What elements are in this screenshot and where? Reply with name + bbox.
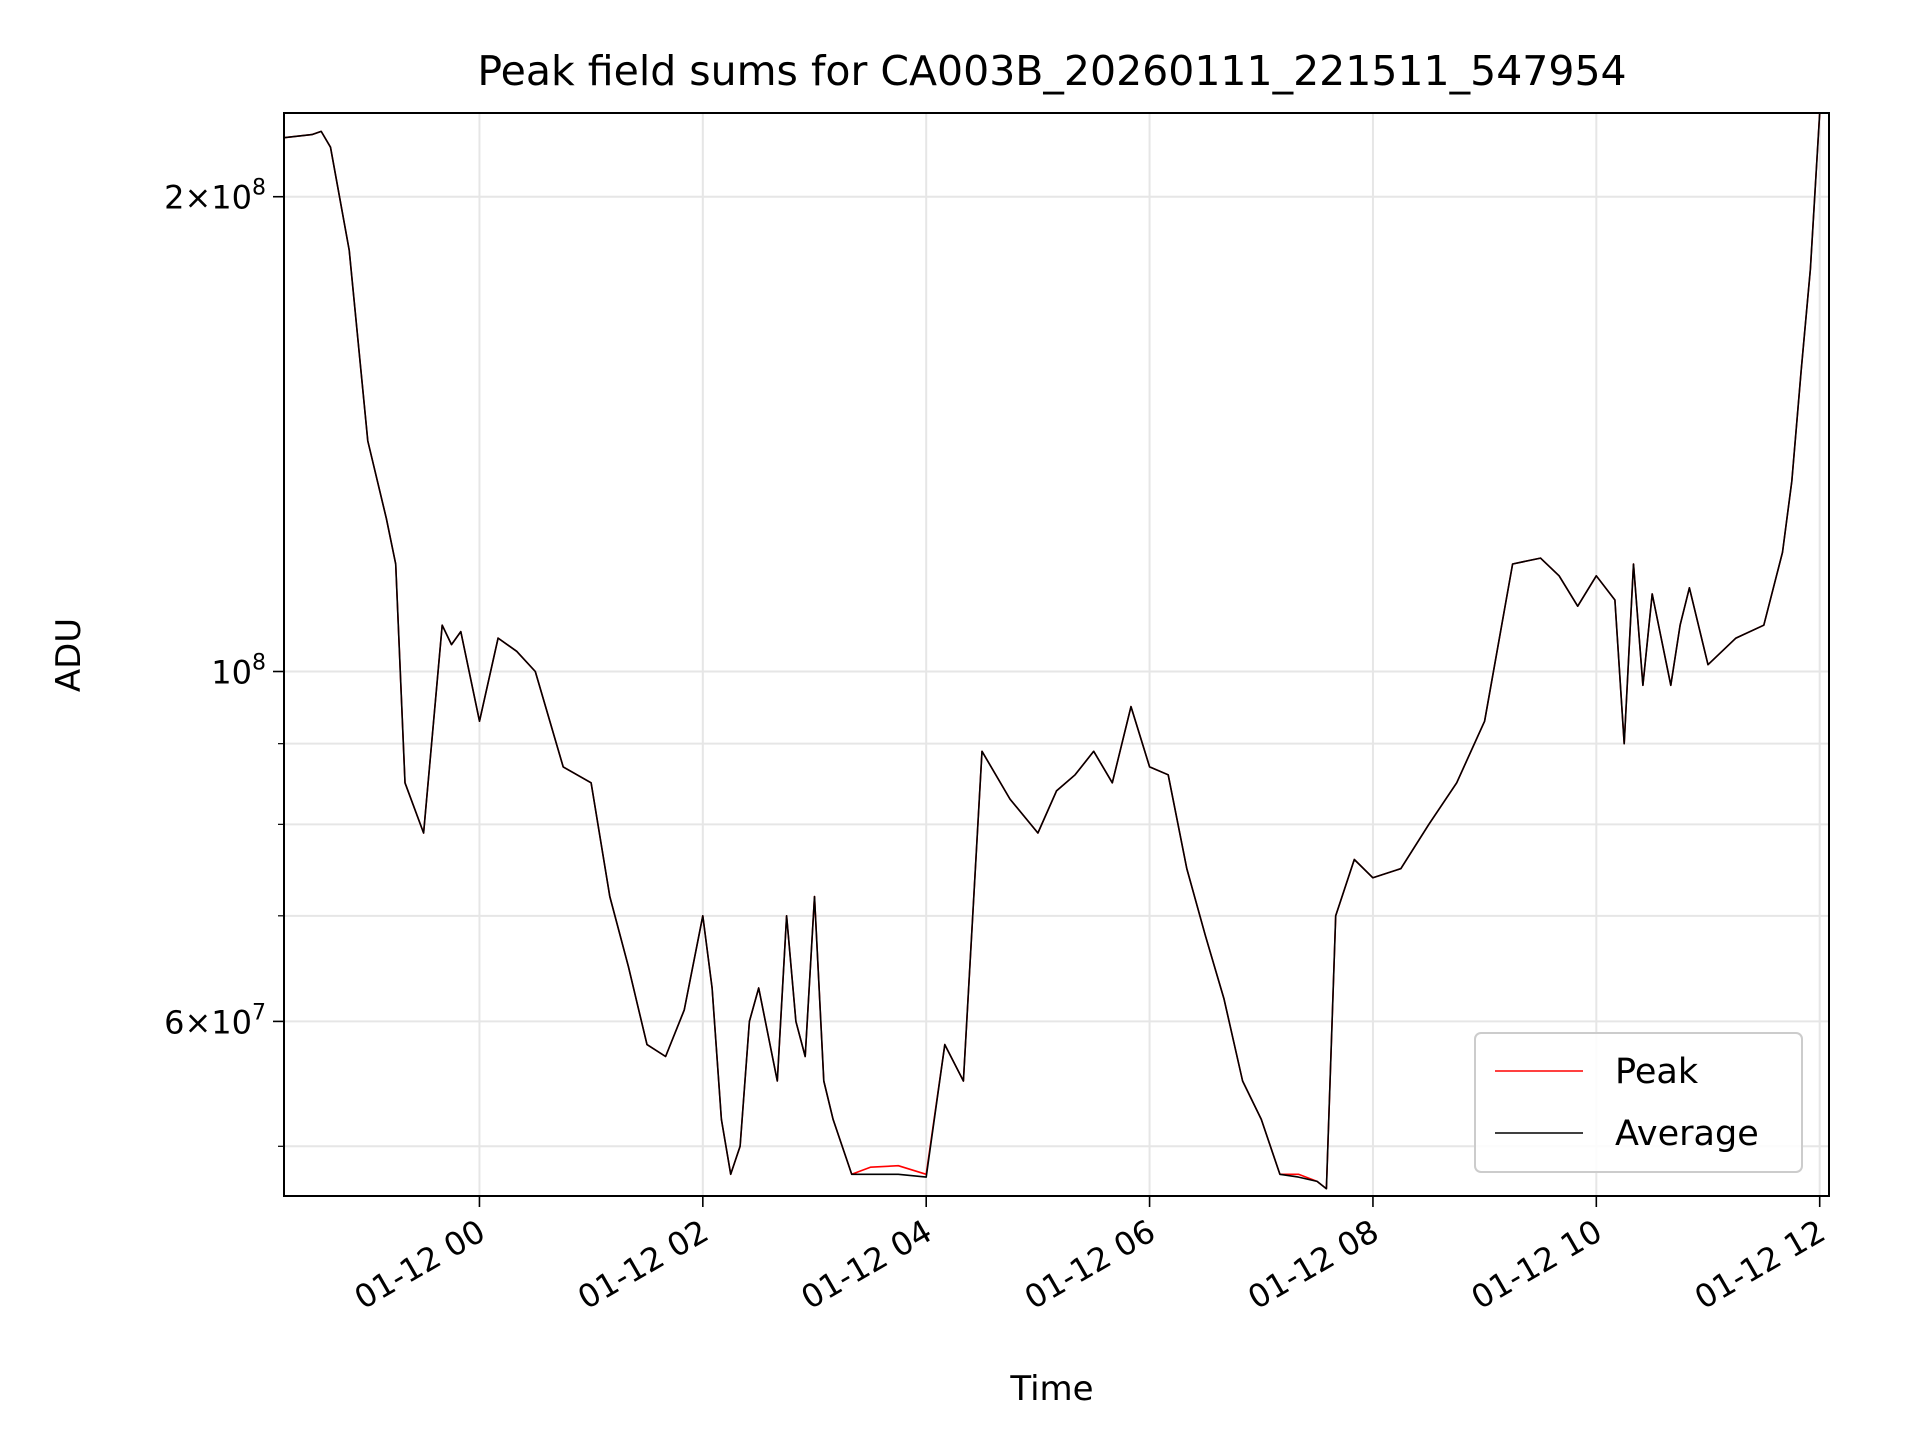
legend: Peak Average [1474,1032,1803,1173]
y-tick-exponent: 7 [252,1000,266,1025]
y-tick-base: 10 [211,654,252,692]
legend-peak-label: Peak [1615,1052,1699,1092]
x-axis-label: Time [1009,1369,1093,1409]
y-tick-label: 2×108 [164,176,266,217]
series-lines [284,113,1821,1190]
legend-average-label: Average [1615,1114,1759,1154]
y-tick-base: 2×10 [164,179,252,217]
y-tick-label: 6×107 [164,1000,266,1041]
axes [273,112,1830,1207]
chart-title: Peak field sums for CA003B_20260111_2215… [477,47,1626,95]
y-tick-exponent: 8 [252,651,266,676]
plot-frame [283,112,1830,1197]
legend-box [1474,1032,1803,1173]
y-tick-base: 6×10 [164,1003,252,1041]
series-line-average [284,113,1821,1190]
y-tick-exponent: 8 [252,176,266,201]
grid [284,113,1829,1196]
y-axis-label: ADU [49,618,89,692]
y-tick-label: 108 [211,651,266,692]
